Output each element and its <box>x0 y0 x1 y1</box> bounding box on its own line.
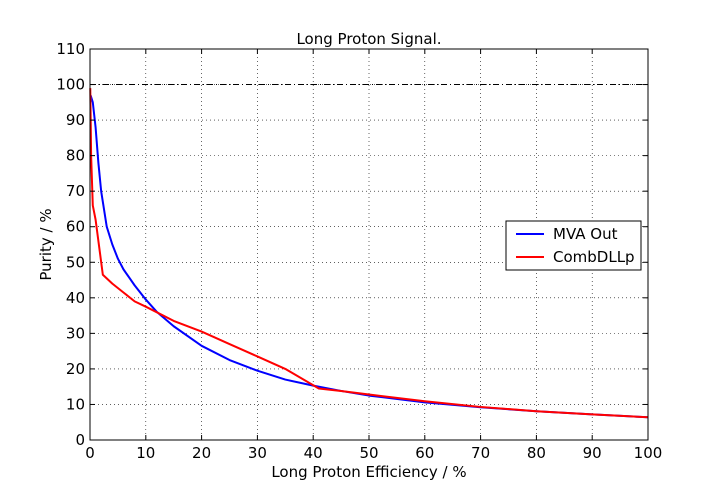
x-tick-label: 0 <box>85 444 95 462</box>
y-tick-label: 100 <box>56 76 85 94</box>
y-tick-label: 70 <box>66 182 85 200</box>
x-tick-label: 20 <box>192 444 211 462</box>
series-group <box>89 88 649 419</box>
y-tick-label: 110 <box>56 40 85 58</box>
x-tick-label: 40 <box>304 444 323 462</box>
x-tick-label: 70 <box>471 444 490 462</box>
x-tick-label: 80 <box>527 444 546 462</box>
legend-entry: MVA Out <box>553 225 618 243</box>
x-tick-label: 100 <box>634 444 663 462</box>
y-tick-label: 60 <box>66 218 85 236</box>
axis-ticks: 0 10 20 30 40 50 60 70 80 90 100 0 10 20 30 40 50 60 70 80 9… <box>56 40 662 462</box>
x-tick-label: 30 <box>248 444 267 462</box>
y-tick-label: 90 <box>66 111 85 129</box>
y-axis-label: Purity / % <box>37 208 55 280</box>
chart-title: Long Proton Signal. <box>296 30 441 48</box>
legend: MVA Out CombDLLp <box>505 220 642 271</box>
legend-entry: CombDLLp <box>553 248 635 266</box>
y-tick-label: 20 <box>66 360 85 378</box>
legend-box <box>505 220 642 271</box>
series-line-combdllp <box>89 88 649 419</box>
x-tick-label: 10 <box>136 444 155 462</box>
y-tick-label: 10 <box>66 395 85 413</box>
x-tick-label: 60 <box>415 444 434 462</box>
y-tick-label: 40 <box>66 289 85 307</box>
y-tick-label: 30 <box>66 324 85 342</box>
y-tick-label: 0 <box>75 431 85 449</box>
x-tick-label: 90 <box>583 444 602 462</box>
x-axis-label: Long Proton Efficiency / % <box>271 463 466 481</box>
x-tick-label: 50 <box>359 444 378 462</box>
series-line-mva-out <box>89 94 649 419</box>
y-tick-label: 50 <box>66 253 85 271</box>
y-tick-label: 80 <box>66 147 85 165</box>
